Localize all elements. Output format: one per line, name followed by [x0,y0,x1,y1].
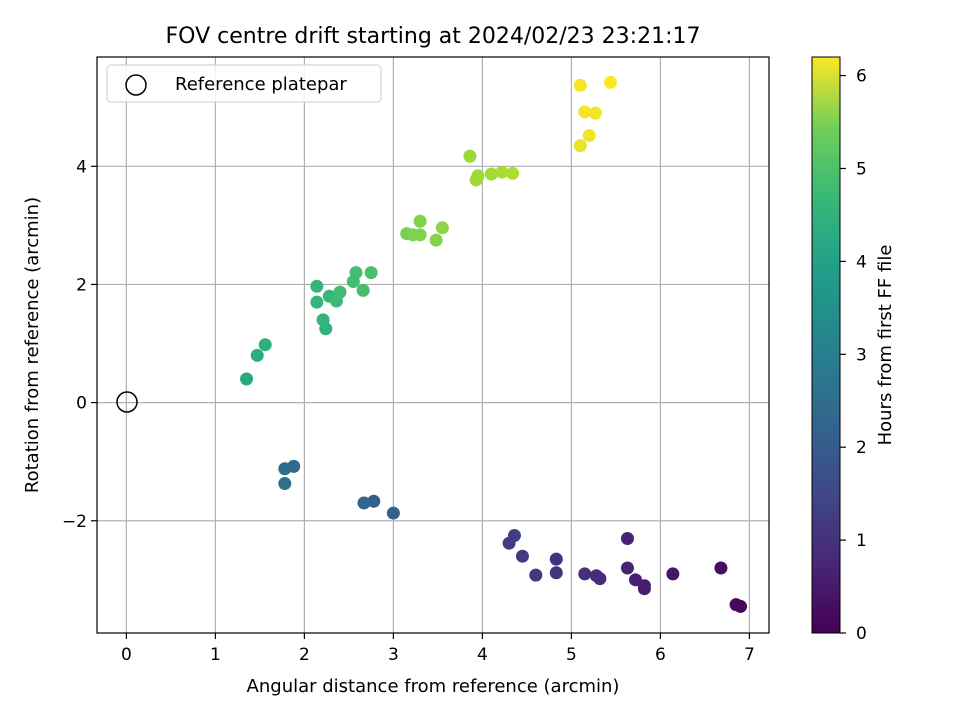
data-point [578,105,592,119]
x-tick-label: 1 [210,645,221,665]
x-axis-label: Angular distance from reference (arcmin) [247,676,620,697]
data-point [604,75,618,89]
data-point [549,552,563,566]
data-point [463,149,477,163]
data-point [620,531,634,545]
plot-area [96,56,770,634]
colorbar-tick-label: 2 [856,438,867,458]
data-point [549,566,563,580]
data-point [357,496,371,510]
data-point [506,166,520,180]
scatter-points [240,75,748,613]
colorbar-tick-label: 3 [856,345,867,365]
data-point [310,279,324,293]
data-point [471,169,485,183]
reference-marker [116,391,138,413]
data-point [573,78,587,92]
data-point [573,139,587,153]
grid-lines [97,57,769,633]
colorbar-tick-label: 5 [856,159,867,179]
data-point [413,228,427,242]
data-point [637,582,651,596]
data-point [484,167,498,181]
x-tick-label: 5 [566,645,577,665]
chart-title: FOV centre drift starting at 2024/02/23 … [166,24,701,49]
data-point [502,536,516,550]
colorbar-tick-label: 0 [856,624,867,644]
colorbar-label: Hours from first FF file [875,245,896,446]
data-point [278,477,292,491]
data-point [588,106,602,120]
data-point [240,372,254,386]
data-point [714,561,728,575]
colorbar-ticks: 0 1 2 3 4 5 6 [840,67,867,644]
data-point [495,165,509,179]
data-point [258,338,272,352]
data-point [356,283,370,297]
x-tick-label: 3 [388,645,399,665]
data-point [578,567,592,581]
y-tick-label: 2 [76,275,87,295]
colorbar-tick-label: 1 [856,531,867,551]
data-point [349,266,363,280]
data-point [435,221,449,235]
legend: Reference platepar [106,64,382,103]
data-point [310,295,324,309]
colorbar: 0 1 2 3 4 5 6 Hours from first FF file [811,56,896,644]
data-point [413,214,427,228]
y-tick-label: 4 [76,157,87,177]
x-tick-label: 7 [744,645,755,665]
legend-entry: Reference platepar [175,74,347,95]
data-point [429,233,443,247]
colorbar-tick-label: 6 [856,67,867,87]
data-point [316,313,330,327]
y-tick-label: 0 [76,394,87,414]
colorbar-gradient [811,56,841,634]
x-axis: 0 1 2 3 4 5 6 7 [121,633,755,665]
data-point [628,573,642,587]
x-tick-label: 2 [299,645,310,665]
data-point [367,494,381,508]
data-point [729,598,743,612]
x-tick-label: 6 [655,645,666,665]
data-point [278,462,292,476]
y-axis-label: Rotation from reference (arcmin) [22,197,43,493]
data-point [386,506,400,520]
data-point [666,567,680,581]
y-axis: −2 0 2 4 [62,157,97,532]
legend-marker-icon [125,74,147,96]
data-point [589,569,603,583]
data-point [364,266,378,280]
data-point [529,568,543,582]
data-point [582,129,596,143]
colorbar-tick-label: 4 [856,252,867,272]
x-tick-label: 4 [477,645,488,665]
data-point [333,285,347,299]
data-point [620,561,634,575]
data-point [250,348,264,362]
y-tick-label: −2 [62,512,87,532]
x-tick-label: 0 [121,645,132,665]
data-point [515,549,529,563]
